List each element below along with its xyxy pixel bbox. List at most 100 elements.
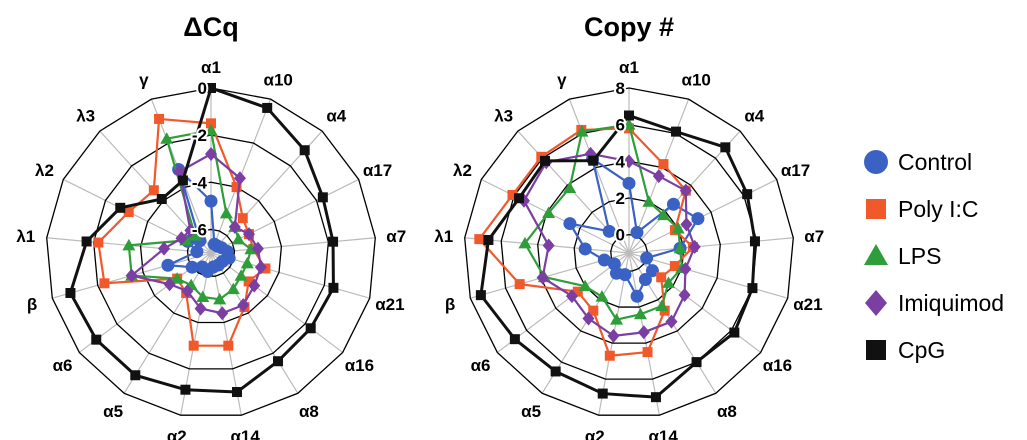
data-point-lps (240, 256, 254, 269)
data-point-poly-i-c (243, 276, 254, 287)
data-point-cpg (130, 370, 141, 381)
data-point-imiquimod (237, 298, 250, 313)
axis-label: α21 (375, 295, 404, 314)
chart-title-copy-number: Copy # (584, 12, 674, 42)
data-point-cpg (509, 334, 520, 345)
legend-label: Poly I:C (898, 196, 979, 222)
data-point-lps (657, 208, 671, 221)
data-point-imiquimod (536, 270, 549, 285)
data-point-imiquimod (248, 278, 261, 293)
data-point-control (645, 264, 659, 278)
data-point-poly-i-c (656, 272, 667, 283)
axis-label: α1 (201, 58, 221, 77)
axis-label: α17 (363, 161, 392, 180)
chart-title-dcq: ΔCq (183, 12, 238, 42)
data-point-imiquimod (678, 287, 691, 302)
data-point-control (161, 258, 175, 272)
axis-label: γ (557, 71, 567, 90)
axis-label: λ1 (16, 227, 35, 246)
tick-label: 4 (616, 152, 626, 171)
axis-label: λ2 (453, 161, 472, 180)
legend-item-cpg: CpG (866, 337, 945, 363)
data-point-control (602, 224, 616, 238)
data-point-imiquimod (251, 241, 264, 256)
data-point-cpg (475, 290, 486, 301)
spoke-7 (210, 252, 299, 394)
data-point-cpg (328, 282, 339, 293)
data-point-lps (518, 236, 532, 249)
data-point-control (185, 260, 199, 274)
axis-label: α8 (717, 402, 737, 421)
axis-label: α14 (230, 427, 260, 440)
data-point-cpg (231, 387, 242, 398)
data-point-cpg (749, 236, 760, 247)
spoke-5 (628, 252, 788, 299)
data-point-imiquimod (680, 217, 693, 232)
series-imiquimod (125, 147, 267, 321)
data-point-cpg (540, 155, 551, 166)
data-point-lps (170, 272, 184, 284)
data-point-cpg (671, 126, 682, 137)
axis-label: α6 (53, 356, 73, 375)
axis-label: α16 (763, 356, 792, 375)
data-point-control (630, 289, 644, 303)
data-point-cpg (328, 236, 339, 247)
data-point-lps (122, 238, 136, 251)
axis-label: α7 (386, 227, 406, 246)
data-point-lps (244, 242, 258, 255)
axis-label: λ3 (494, 107, 513, 126)
legend-marker (864, 244, 888, 265)
data-point-lps (219, 206, 233, 219)
data-point-control (638, 272, 652, 286)
data-point-imiquimod (125, 268, 138, 283)
data-point-cpg (206, 83, 216, 93)
data-point-cpg (720, 142, 731, 153)
axis-label: α6 (471, 356, 491, 375)
data-point-lps (633, 307, 647, 320)
data-point-cpg (597, 388, 608, 399)
data-point-poly-i-c (474, 234, 485, 245)
grid-ring-1 (500, 124, 758, 380)
data-point-cpg (156, 193, 167, 204)
spoke-10 (123, 252, 212, 394)
data-point-control (563, 217, 577, 231)
data-point-poly-i-c (188, 340, 199, 351)
data-point-cpg (180, 384, 191, 395)
data-point-control (691, 212, 705, 226)
data-point-cpg (81, 236, 92, 247)
radar-chart-dcq: α1 α10 α4 α17 α7 α21 α16 α8 α14 α2 α5 α6 β λ1 λ2 λ3 γ 0 -2… (16, 58, 406, 440)
series-line-poly-i-c (478, 127, 694, 357)
axis-label: α5 (103, 402, 123, 421)
data-point-poly-i-c (148, 185, 159, 196)
data-point-cpg (305, 323, 316, 334)
legend-label: CpG (898, 337, 945, 363)
axis-label: α8 (299, 402, 319, 421)
grid-ring-2 (139, 181, 283, 324)
data-point-poly-i-c (642, 347, 653, 358)
data-point-imiquimod (173, 164, 186, 179)
data-point-lps (671, 221, 685, 234)
data-point-control (666, 197, 680, 211)
data-point-cpg (483, 234, 494, 245)
legend-item-poly-i-c: Poly I:C (866, 196, 979, 222)
data-point-lps (196, 290, 210, 303)
spoke-16 (568, 98, 630, 254)
data-point-cpg (299, 145, 310, 156)
data-point-imiquimod (184, 223, 197, 238)
series-cpg (65, 83, 339, 398)
data-point-imiquimod (665, 314, 678, 329)
data-point-control (578, 242, 592, 256)
legend-label: Imiquimod (898, 290, 1004, 316)
tick-label: -2 (192, 126, 207, 145)
data-point-imiquimod (233, 171, 246, 186)
data-point-imiquimod (565, 289, 578, 304)
legend-label: LPS (898, 243, 941, 269)
data-point-cpg (514, 193, 525, 204)
data-point-lps (673, 241, 687, 254)
data-point-cpg (550, 366, 561, 377)
data-point-control (607, 257, 621, 271)
data-point-lps (595, 290, 609, 302)
data-point-control (640, 251, 654, 265)
axis-label: γ (139, 71, 149, 90)
